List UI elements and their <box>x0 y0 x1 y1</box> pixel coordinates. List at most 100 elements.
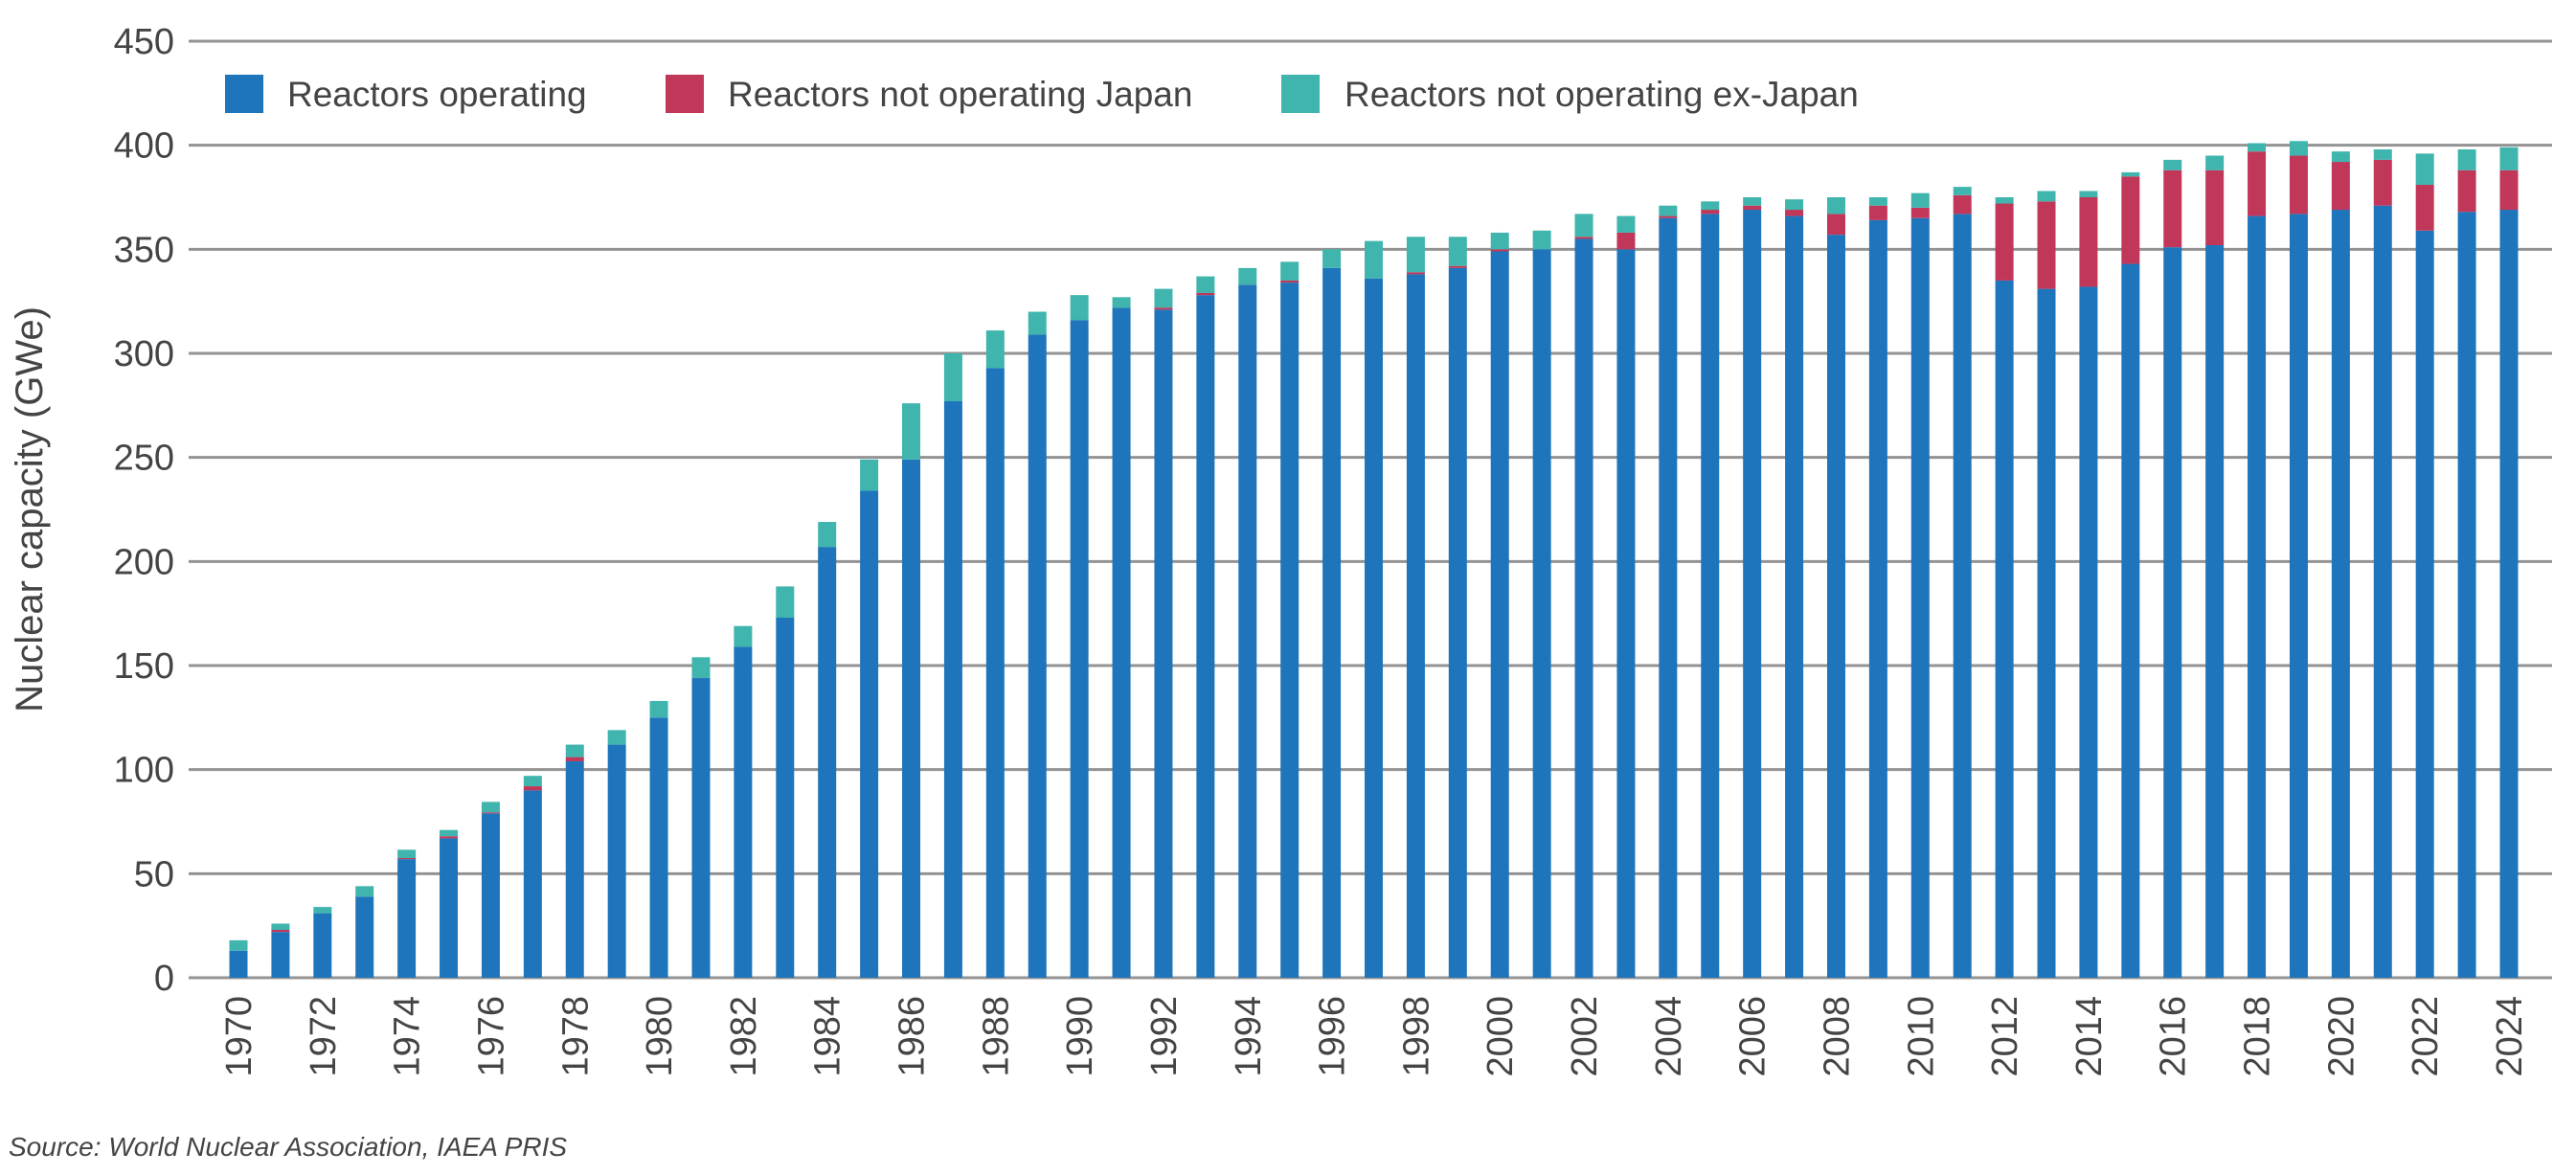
bar-segment-not-operating-ex-japan <box>313 907 332 914</box>
bar-segment-not-operating-ex-japan <box>1574 214 1593 237</box>
bar-segment-not-operating-ex-japan <box>2205 155 2225 170</box>
bar-segment-not-operating-ex-japan <box>1448 237 1467 266</box>
bar-segment-not-operating-japan <box>440 836 459 839</box>
bar-segment-operating <box>2121 263 2140 979</box>
bar-segment-operating <box>1868 219 1887 978</box>
bar-segment-not-operating-ex-japan <box>1868 197 1887 206</box>
bar-segment-not-operating-ex-japan <box>355 886 374 897</box>
x-tick-label: 2002 <box>1565 996 1605 1077</box>
bar-segment-not-operating-ex-japan <box>1112 297 1131 308</box>
x-tick-label: 1980 <box>640 996 680 1077</box>
x-tick-label: 2020 <box>2321 996 2361 1077</box>
bar-segment-operating <box>902 459 921 979</box>
bar-segment-not-operating-ex-japan <box>1785 199 1804 211</box>
x-tick-label: 1982 <box>724 996 764 1077</box>
bar-segment-not-operating-japan <box>271 930 290 933</box>
bar-segment-operating <box>1196 295 1215 978</box>
bar-segment-not-operating-japan <box>1953 194 1972 215</box>
y-axis-ticks: 0 50 100 150 200 250 300 350 400 450 <box>114 22 174 999</box>
bar-segment-operating <box>2499 210 2519 979</box>
bar-segment-operating <box>565 760 584 978</box>
bar-segment-operating <box>1365 278 1383 978</box>
y-tick-label: 450 <box>114 22 174 62</box>
legend-item: Reactors not operating Japan <box>666 75 1192 114</box>
bar-segment-not-operating-ex-japan <box>776 586 795 619</box>
bar-segment-operating <box>481 813 500 978</box>
bar-segment-not-operating-ex-japan <box>1490 232 1509 250</box>
bar-segment-operating <box>1406 274 1425 978</box>
bar-segment-not-operating-ex-japan <box>691 657 711 679</box>
bar-segment-not-operating-japan <box>2499 169 2519 211</box>
bar-segment-operating <box>1574 238 1593 978</box>
bar-segment-not-operating-japan <box>1196 292 1215 296</box>
bar-segment-not-operating-japan <box>523 786 542 791</box>
bar-segment-not-operating-ex-japan <box>1196 276 1215 293</box>
bar-segment-not-operating-japan <box>1490 249 1509 252</box>
bar-segment-not-operating-ex-japan <box>1070 295 1089 321</box>
bar-segment-not-operating-japan <box>1910 207 1930 218</box>
bar-segment-not-operating-ex-japan <box>1365 240 1383 279</box>
legend-label: Reactors operating <box>287 75 587 114</box>
bar-segment-not-operating-japan <box>2373 159 2392 206</box>
bar-segment-not-operating-ex-japan <box>902 403 921 460</box>
bar-segment-operating <box>2331 210 2350 979</box>
bar-segment-not-operating-ex-japan <box>818 522 837 548</box>
x-tick-label: 1972 <box>304 996 344 1077</box>
bar-segment-not-operating-ex-japan <box>440 829 459 837</box>
x-tick-label: 2014 <box>2069 996 2110 1077</box>
source-note: Source: World Nuclear Association, IAEA … <box>9 1132 567 1162</box>
bar-segment-not-operating-japan <box>2121 176 2140 264</box>
x-tick-label: 1996 <box>1313 996 1353 1077</box>
bar-segment-operating <box>523 790 542 978</box>
bar-segment-operating <box>271 932 290 978</box>
bar-segment-not-operating-ex-japan <box>481 802 500 813</box>
y-tick-label: 100 <box>114 751 174 791</box>
bar-segment-operating <box>607 744 626 978</box>
bar-segment-operating <box>1953 214 1972 979</box>
bar-segment-not-operating-ex-japan <box>2163 159 2182 170</box>
bar-segment-not-operating-ex-japan <box>397 849 417 859</box>
bar-segment-not-operating-japan <box>2079 197 2098 287</box>
bar-segment-not-operating-japan <box>397 858 417 860</box>
legend-item: Reactors operating <box>225 75 587 114</box>
bar-segment-operating <box>776 618 795 978</box>
x-tick-label: 2016 <box>2154 996 2194 1077</box>
bar-segment-operating <box>1701 214 1720 979</box>
legend: Reactors operating Reactors not operating… <box>225 75 1859 114</box>
bar-segment-not-operating-japan <box>2289 155 2308 215</box>
bar-segment-operating <box>2205 244 2225 978</box>
bar-segment-not-operating-ex-japan <box>229 939 248 951</box>
y-tick-label: 250 <box>114 439 174 479</box>
bars <box>229 141 2519 979</box>
bar-segment-not-operating-ex-japan <box>1322 249 1342 268</box>
bar-segment-not-operating-japan <box>1995 203 2014 281</box>
bar-segment-not-operating-japan <box>1616 232 1636 250</box>
bar-segment-not-operating-ex-japan <box>607 730 626 745</box>
bar-segment-not-operating-ex-japan <box>1910 192 1930 208</box>
bar-segment-operating <box>313 913 332 978</box>
bar-segment-not-operating-ex-japan <box>2121 171 2140 177</box>
x-tick-label: 2000 <box>1480 996 1521 1077</box>
bar-segment-not-operating-ex-japan <box>1826 197 1845 215</box>
bar-segment-not-operating-japan <box>1154 307 1173 310</box>
bar-segment-operating <box>691 678 711 978</box>
legend-swatch <box>225 75 263 113</box>
x-tick-label: 1986 <box>893 996 933 1077</box>
bar-segment-operating <box>1490 251 1509 978</box>
bar-segment-operating <box>2373 205 2392 978</box>
bar-segment-operating <box>1322 267 1342 979</box>
bar-segment-not-operating-japan <box>1868 205 1887 220</box>
x-tick-label: 2024 <box>2490 996 2530 1077</box>
x-tick-label: 2022 <box>2406 996 2446 1077</box>
bar-segment-not-operating-japan <box>1743 205 1762 211</box>
bar-segment-operating <box>985 368 1005 978</box>
bar-segment-operating <box>1785 215 1804 978</box>
bar-segment-not-operating-ex-japan <box>943 353 962 401</box>
bar-segment-not-operating-japan <box>2205 169 2225 245</box>
bar-segment-not-operating-ex-japan <box>1701 201 1720 211</box>
y-tick-label: 400 <box>114 126 174 167</box>
bar-segment-operating <box>2415 230 2434 979</box>
bar-segment-operating <box>1659 217 1678 978</box>
bar-segment-not-operating-japan <box>2415 184 2434 231</box>
bar-segment-not-operating-ex-japan <box>271 923 290 931</box>
